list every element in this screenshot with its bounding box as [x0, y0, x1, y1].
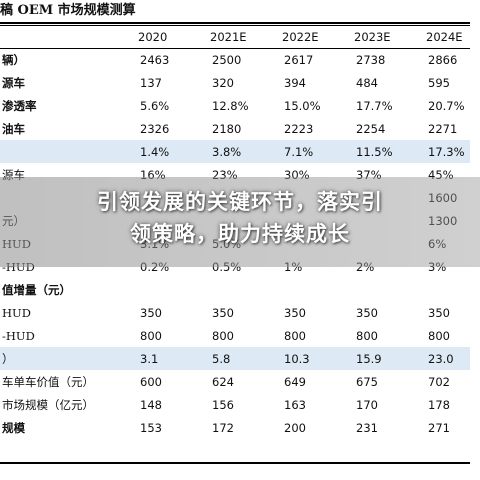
headline-line-1: 引领发展的关键环节，落实引: [97, 190, 383, 214]
table-row: 渗透率 5.6% 12.8% 15.0% 17.7% 20.7%: [0, 94, 470, 117]
row-value: 600: [140, 374, 162, 389]
row-value: 800: [356, 328, 378, 343]
row-value: 12.8%: [212, 98, 249, 113]
row-label: 源车: [2, 75, 25, 90]
bottom-rule: [0, 462, 470, 464]
table-row: 源车 137 320 394 484 595: [0, 71, 470, 94]
table-row: 市场规模（亿元） 148 156 163 170 178: [0, 393, 470, 416]
header-year: 2024E: [426, 30, 463, 44]
table-row: ） 3.1 5.8 10.3 15.9 23.0: [0, 347, 470, 370]
row-value: 350: [284, 305, 306, 320]
row-value: 350: [212, 305, 234, 320]
row-value: 595: [428, 75, 450, 90]
row-value: 2617: [284, 52, 314, 67]
row-value: 675: [356, 374, 378, 389]
row-label: 辆）: [2, 52, 25, 67]
row-value: 17.3%: [428, 144, 465, 159]
row-value: 624: [212, 374, 234, 389]
row-value: 17.7%: [356, 98, 393, 113]
row-label: 值增量（元）: [2, 282, 71, 297]
row-value: 800: [284, 328, 306, 343]
row-value: 156: [212, 397, 234, 412]
row-value: 3.8%: [212, 144, 242, 159]
header-year: 2023E: [354, 30, 391, 44]
row-value: 10.3: [284, 351, 310, 366]
row-value: 350: [140, 305, 162, 320]
row-value: 15.0%: [284, 98, 321, 113]
table-row: 辆） 2463 2500 2617 2738 2866: [0, 48, 470, 71]
header-year: 2022E: [282, 30, 319, 44]
row-value: 5.8: [212, 351, 231, 366]
table-row: 油车 2326 2180 2223 2254 2271: [0, 117, 470, 140]
table-row: HUD 350 350 350 350 350: [0, 301, 470, 324]
row-value: 350: [356, 305, 378, 320]
row-value: 148: [140, 397, 162, 412]
row-value: 163: [284, 397, 306, 412]
row-value: 11.5%: [356, 144, 393, 159]
row-value: 23.0: [428, 351, 454, 366]
row-value: 20.7%: [428, 98, 465, 113]
row-value: 5.6%: [140, 98, 170, 113]
row-label: 渗透率: [2, 98, 37, 113]
row-value: 3.1: [140, 351, 159, 366]
row-value: 178: [428, 397, 450, 412]
row-label: HUD: [2, 305, 31, 320]
header-year: 2020: [138, 30, 168, 44]
row-value: 320: [212, 75, 234, 90]
table-row: 值增量（元）: [0, 278, 470, 301]
row-value: 394: [284, 75, 306, 90]
row-value: 200: [284, 420, 306, 435]
header-rule: [0, 48, 470, 49]
row-value: 2180: [212, 121, 242, 136]
row-value: 800: [212, 328, 234, 343]
row-value: 153: [140, 420, 162, 435]
row-value: 2254: [356, 121, 386, 136]
header-year: 2021E: [210, 30, 247, 44]
row-value: 484: [356, 75, 378, 90]
table-row: 1.4% 3.8% 7.1% 11.5% 17.3%: [0, 140, 470, 163]
table-row: 车单车价值（元） 600 624 649 675 702: [0, 370, 470, 393]
row-value: 800: [140, 328, 162, 343]
headline-banner: [0, 177, 480, 267]
row-label: 油车: [2, 121, 25, 136]
row-value: 2463: [140, 52, 170, 67]
row-label: 车单车价值（元）: [2, 374, 94, 389]
row-value: 2223: [284, 121, 314, 136]
row-value: 7.1%: [284, 144, 314, 159]
row-value: 170: [356, 397, 378, 412]
top-rule-thin: [0, 25, 470, 26]
row-value: 1.4%: [140, 144, 170, 159]
row-value: 649: [284, 374, 306, 389]
row-value: 2866: [428, 52, 458, 67]
row-label: -HUD: [2, 328, 35, 343]
row-value: 172: [212, 420, 234, 435]
row-value: 2738: [356, 52, 386, 67]
row-label: 规模: [2, 420, 25, 435]
row-value: 2500: [212, 52, 242, 67]
top-rule: [0, 22, 470, 24]
table-header-row: 2020 2021E 2022E 2023E 2024E: [0, 26, 470, 48]
row-value: 2271: [428, 121, 458, 136]
headline-line-2: 领策略，助力持续成长: [130, 222, 350, 246]
row-value: 702: [428, 374, 450, 389]
row-value: 15.9: [356, 351, 382, 366]
table-row: -HUD 800 800 800 800 800: [0, 324, 470, 347]
row-value: 800: [428, 328, 450, 343]
page-title: 稿 OEM 市场规模测算: [0, 3, 136, 18]
row-label: 市场规模（亿元）: [2, 397, 94, 412]
table-row: 规模 153 172 200 231 271: [0, 416, 470, 439]
row-label: ）: [2, 351, 14, 366]
row-value: 350: [428, 305, 450, 320]
row-value: 271: [428, 420, 450, 435]
row-value: 2326: [140, 121, 170, 136]
row-value: 231: [356, 420, 378, 435]
row-value: 137: [140, 75, 162, 90]
headline: 引领发展的关键环节，落实引 领策略，助力持续成长: [0, 186, 480, 250]
